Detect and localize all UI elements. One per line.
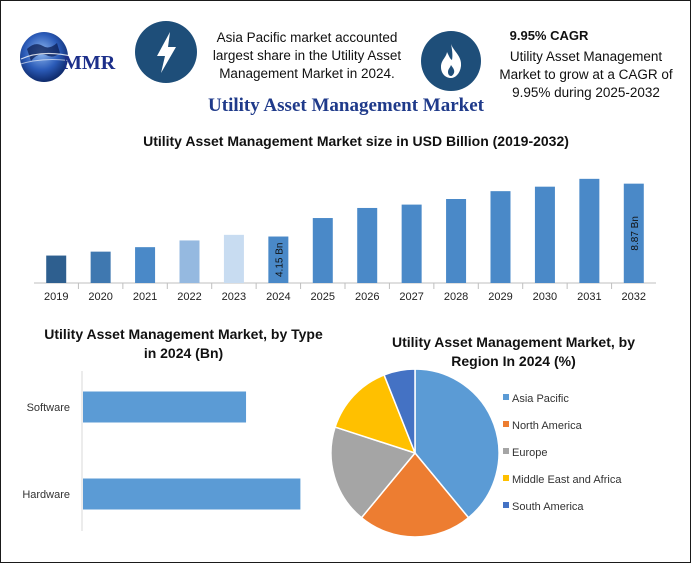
x-tick-label: 2029 (488, 291, 512, 303)
data-label-2024: 4.15 Bn (274, 243, 285, 277)
pie-slice-asia-pacific (414, 368, 500, 519)
bar-2024 (268, 236, 289, 283)
header-left-text: Asia Pacific market accounted largest sh… (212, 30, 402, 81)
bar-software (83, 391, 247, 423)
bar-chart-title: Utility Asset Management Market size in … (143, 133, 569, 149)
x-tick-label: 2019 (44, 291, 68, 303)
pie-chart-title: Utility Asset Management Market, by Regi… (392, 334, 635, 369)
category-label: Software (27, 402, 70, 414)
x-tick-label: 2020 (88, 291, 112, 303)
x-tick-label: 2021 (133, 291, 157, 303)
bar-hardware (83, 478, 301, 510)
bar-2020 (90, 251, 111, 283)
globe-icon (16, 32, 84, 82)
bar-2025 (312, 218, 333, 283)
page-title: Utility Asset Management Market (208, 95, 484, 116)
x-tick-label: 2026 (355, 291, 379, 303)
pie-slice-north-america (360, 451, 470, 538)
x-tick-label: 2030 (533, 291, 557, 303)
bar-2019 (46, 255, 67, 283)
category-label: Hardware (22, 489, 70, 501)
brand-logo-text: MMR (63, 52, 116, 74)
x-tick-label: 2023 (222, 291, 246, 303)
x-tick-label: 2032 (622, 291, 646, 303)
x-tick-label: 2022 (177, 291, 201, 303)
pie-slice-europe (330, 426, 417, 519)
x-tick-label: 2027 (399, 291, 423, 303)
pie-slice-south-america (383, 368, 416, 454)
bar-2023 (223, 234, 244, 283)
x-tick-label: 2025 (311, 291, 335, 303)
legend-swatch (503, 394, 509, 400)
brand-logo: MMR (13, 19, 133, 85)
type-chart-title: Utility Asset Management Market, by Type… (44, 326, 323, 361)
legend-entry: Middle East and Africa (512, 474, 622, 486)
legend-entry: North America (512, 420, 583, 432)
legend-entry: South America (512, 501, 584, 513)
bar-2027 (401, 204, 422, 283)
bar-2028 (446, 199, 467, 283)
bar-2029 (490, 191, 511, 283)
bar-2030 (534, 186, 555, 283)
x-tick-label: 2028 (444, 291, 468, 303)
x-tick-label: 2031 (577, 291, 601, 303)
cagr-label: 9.95% CAGR (509, 28, 589, 43)
legend-swatch (503, 502, 509, 508)
x-tick-label: 2024 (266, 291, 290, 303)
legend-swatch (503, 421, 509, 427)
bar-2026 (357, 207, 378, 283)
legend-entry: Asia Pacific (512, 393, 569, 405)
bar-2032 (623, 183, 644, 283)
market-size-bar-chart: 2019 2020 2021 2022 2023 2024 4.15 Bn 2025 2026 2… (34, 178, 656, 303)
legend-entry: Europe (512, 447, 547, 459)
data-label-2032: 8.87 Bn (630, 216, 641, 250)
legend-swatch (503, 448, 509, 454)
pie-slice-middle-east-and-africa (334, 373, 417, 455)
flame-icon (421, 31, 481, 91)
bar-2021 (135, 247, 156, 283)
type-bar-chart: Software Hardware (22, 371, 301, 531)
bar-2022 (179, 240, 200, 283)
legend-swatch (503, 475, 509, 481)
lightning-bolt-icon (135, 21, 197, 83)
header-right-text: Utility Asset Management Market to grow … (499, 49, 673, 100)
bar-2031 (579, 178, 600, 283)
region-pie-chart: Asia Pacific North America Europe Middle Ea… (330, 368, 622, 538)
